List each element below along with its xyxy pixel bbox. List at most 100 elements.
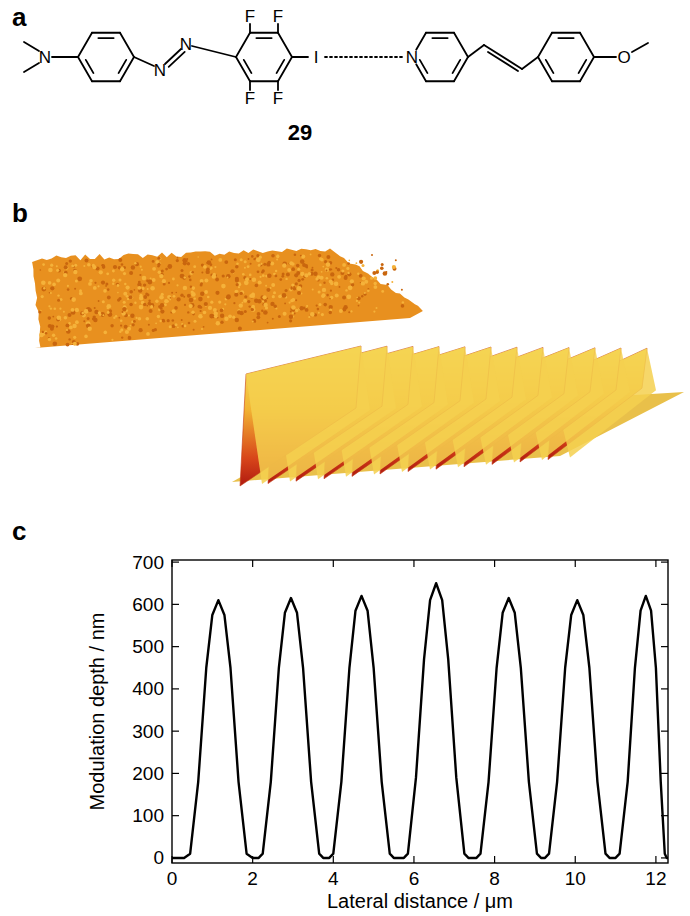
afm-texture bbox=[256, 315, 260, 319]
bond bbox=[426, 32, 454, 34]
bond bbox=[432, 37, 447, 39]
afm-texture bbox=[329, 311, 332, 314]
afm-texture bbox=[159, 295, 164, 300]
afm-texture bbox=[244, 260, 247, 263]
afm-texture bbox=[362, 264, 365, 267]
afm-texture bbox=[148, 302, 152, 306]
x-tick bbox=[171, 560, 172, 567]
afm-texture bbox=[329, 298, 331, 300]
afm-texture bbox=[84, 309, 89, 314]
afm-texture bbox=[123, 272, 126, 275]
chart: 0246810120100200300400500600700Lateral d… bbox=[86, 552, 668, 912]
afm-texture bbox=[98, 300, 100, 302]
y-tick-label: 300 bbox=[132, 721, 164, 742]
afm-texture bbox=[260, 282, 262, 284]
atom: I bbox=[314, 48, 319, 67]
afm-texture bbox=[50, 307, 52, 309]
afm-texture bbox=[171, 292, 173, 294]
x-tick bbox=[413, 560, 414, 567]
bond bbox=[546, 60, 554, 73]
afm-texture bbox=[193, 329, 195, 331]
afm-texture bbox=[215, 278, 219, 282]
afm-texture bbox=[254, 299, 258, 303]
y-tick bbox=[172, 773, 179, 774]
afm-texture bbox=[83, 265, 85, 267]
afm-texture bbox=[259, 256, 262, 259]
afm-texture bbox=[226, 294, 230, 298]
afm-texture bbox=[282, 293, 287, 298]
afm-texture bbox=[39, 333, 44, 338]
bond bbox=[120, 33, 134, 57]
afm-texture bbox=[113, 265, 117, 269]
afm-texture bbox=[278, 315, 281, 318]
afm-texture bbox=[145, 293, 148, 296]
afm-texture bbox=[326, 270, 328, 272]
afm-texture bbox=[236, 263, 239, 266]
afm-texture bbox=[121, 263, 124, 266]
bond bbox=[244, 60, 252, 73]
compound-number: 29 bbox=[288, 120, 312, 145]
afm-texture bbox=[347, 262, 350, 265]
afm-texture bbox=[191, 311, 194, 314]
afm-ridge-side bbox=[246, 346, 370, 484]
afm-texture bbox=[77, 276, 82, 281]
afm-texture bbox=[87, 263, 91, 267]
afm-texture bbox=[42, 263, 45, 266]
x-tick bbox=[333, 560, 334, 567]
afm-texture bbox=[232, 316, 235, 319]
atom: N bbox=[154, 61, 166, 80]
afm-texture bbox=[321, 313, 324, 316]
afm-texture bbox=[126, 286, 130, 290]
afm-texture bbox=[330, 272, 334, 276]
structure: NNNFFFFINO29 bbox=[24, 7, 648, 146]
afm-texture bbox=[200, 292, 204, 296]
afm-texture bbox=[141, 269, 143, 271]
afm-texture bbox=[326, 262, 331, 267]
afm-texture bbox=[289, 302, 291, 304]
afm-texture bbox=[312, 289, 314, 291]
afm-texture bbox=[236, 283, 239, 286]
y-tick bbox=[661, 857, 668, 858]
afm-texture bbox=[347, 272, 349, 274]
afm-texture bbox=[222, 274, 225, 277]
afm-texture bbox=[129, 271, 133, 275]
afm-texture bbox=[189, 304, 193, 308]
afm-texture bbox=[72, 324, 76, 328]
afm-texture bbox=[237, 310, 241, 314]
afm-texture bbox=[89, 279, 93, 283]
afm-texture bbox=[270, 302, 274, 306]
afm-texture bbox=[200, 310, 202, 312]
afm-texture bbox=[234, 258, 237, 261]
afm-texture bbox=[68, 338, 70, 340]
bond bbox=[632, 43, 648, 52]
afm-texture bbox=[184, 304, 186, 306]
afm-texture bbox=[297, 286, 302, 291]
afm-texture bbox=[312, 267, 314, 269]
afm-texture bbox=[245, 277, 249, 281]
afm-texture bbox=[359, 275, 361, 277]
afm-texture bbox=[165, 268, 168, 271]
afm-texture bbox=[167, 264, 172, 269]
afm-texture bbox=[102, 300, 105, 303]
afm-texture bbox=[345, 289, 347, 291]
afm-texture bbox=[75, 308, 79, 312]
afm-texture bbox=[94, 282, 96, 284]
afm-texture bbox=[187, 311, 189, 313]
bond bbox=[538, 33, 552, 57]
afm-texture bbox=[277, 255, 280, 258]
afm-texture bbox=[392, 265, 396, 269]
afm-texture bbox=[298, 279, 301, 282]
y-tick-label: 400 bbox=[132, 678, 164, 699]
afm-texture bbox=[124, 283, 126, 285]
afm-texture bbox=[97, 285, 99, 287]
afm-texture bbox=[120, 267, 124, 271]
afm-texture bbox=[155, 322, 157, 324]
afm-texture bbox=[316, 305, 318, 307]
afm-texture bbox=[105, 283, 108, 286]
afm-texture bbox=[319, 284, 322, 287]
afm-texture bbox=[254, 321, 256, 323]
afm-texture bbox=[330, 296, 334, 300]
afm-texture bbox=[356, 297, 358, 299]
afm-texture bbox=[93, 266, 96, 269]
afm-texture bbox=[198, 305, 202, 309]
